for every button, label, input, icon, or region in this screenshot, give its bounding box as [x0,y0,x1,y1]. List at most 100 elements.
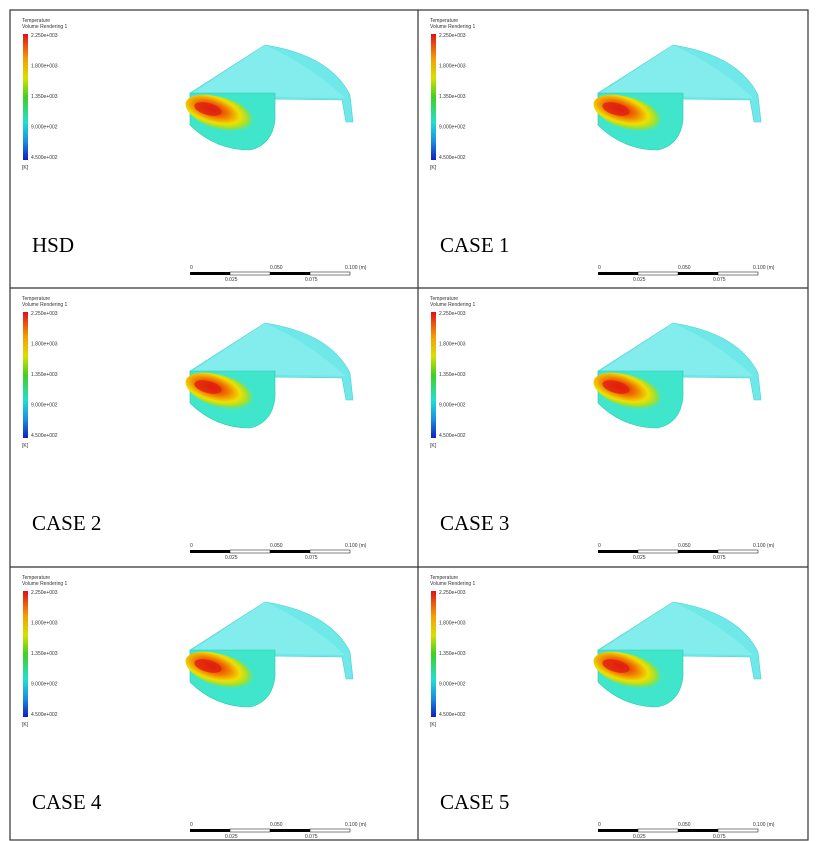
colorbar-tick-label: 9.000e+002 [31,682,58,688]
colorbar [23,312,28,438]
scale-sublabel: 0.025 [633,277,646,283]
scale-sublabel: 0.075 [305,277,318,283]
frame [10,10,808,840]
colorbar-tick-label: 2.250e+003 [439,33,466,39]
colorbar-tick-label: 4.500e+002 [439,433,466,439]
scale-label: 0 [598,543,601,549]
scale-segment [598,272,638,275]
scale-bar: 00.0500.100 (m)0.0250.075 [190,822,367,840]
scale-label: 0.100 (m) [753,265,775,271]
colorbar-tick-label: 4.500e+002 [31,712,58,718]
legend-subtitle: Volume Rendering 1 [430,581,476,587]
colorbar-tick-label: 9.000e+002 [439,682,466,688]
scale-label: 0 [598,822,601,828]
scale-segment [270,829,310,832]
colorbar-tick-label: 1.800e+003 [31,342,58,348]
scale-label: 0.050 [678,822,691,828]
scale-segment [310,272,350,275]
scale-label: 0.050 [270,265,283,271]
colorbar [23,34,28,160]
scale-sublabel: 0.025 [633,834,646,840]
colorbar-tick-label: 9.000e+002 [439,403,466,409]
scale-segment [310,829,350,832]
scale-label: 0.050 [678,265,691,271]
colorbar-tick-label: 2.250e+003 [31,33,58,39]
panel-label: CASE 5 [440,790,509,814]
scale-bar: 00.0500.100 (m)0.0250.075 [190,265,367,283]
colorbar-tick-label: 1.800e+003 [439,342,466,348]
scale-bar: 0 0.050 0.100 (m) 0.025 0.075 [598,543,775,561]
scale-label: 0.050 [270,822,283,828]
scale-segment [718,829,758,832]
scale-bar: 0 0.050 0.100 (m) 0.025 0.075 [598,265,775,283]
scale-bar: 00.0500.100 (m)0.0250.075 [190,543,367,561]
scale-segment [310,550,350,553]
colorbar-tick-label: 4.500e+002 [439,155,466,161]
colorbar-tick-label: 9.000e+002 [439,125,466,131]
scale-label: 0 [598,265,601,271]
scale-segment [598,829,638,832]
colorbar-tick-label: 2.250e+003 [31,590,58,596]
colorbar-tick-label: 1.350e+003 [439,372,466,378]
panel: TemperatureVolume Rendering 12.250e+0031… [22,296,367,561]
scale-label: 0 [190,543,193,549]
scale-sublabel: 0.025 [225,555,238,561]
colorbar-tick-label: 1.800e+003 [31,621,58,627]
scale-segment [678,829,718,832]
scale-label: 0 [190,822,193,828]
scale-label: 0.100 (m) [753,543,775,549]
scale-segment [230,272,270,275]
panel-label: HSD [32,233,74,257]
scale-segment [230,550,270,553]
scale-segment [230,829,270,832]
panel-label: CASE 4 [32,790,102,814]
scale-sublabel: 0.075 [305,834,318,840]
colorbar-tick-label: 2.250e+003 [31,311,58,317]
colorbar-tick-label: 4.500e+002 [31,155,58,161]
scale-segment [638,272,678,275]
colorbar-unit: [K] [430,722,437,728]
colorbar [23,591,28,717]
legend-subtitle: Volume Rendering 1 [22,581,68,587]
panel-label: CASE 1 [440,233,509,257]
colorbar-unit: [K] [22,165,29,171]
legend-subtitle: Volume Rendering 1 [430,24,476,30]
scale-segment [718,272,758,275]
scale-label: 0.100 (m) [345,265,367,271]
colorbar-tick-label: 1.350e+003 [439,651,466,657]
scale-segment [270,272,310,275]
colorbar-tick-label: 2.250e+003 [439,311,466,317]
colorbar-tick-label: 9.000e+002 [31,125,58,131]
scale-label: 0.050 [678,543,691,549]
colorbar-tick-label: 4.500e+002 [439,712,466,718]
legend-subtitle: Volume Rendering 1 [22,24,68,30]
legend-subtitle: Volume Rendering 1 [430,302,476,308]
colorbar-unit: [K] [22,443,29,449]
colorbar-tick-label: 1.800e+003 [439,621,466,627]
colorbar-unit: [K] [22,722,29,728]
colorbar-tick-label: 9.000e+002 [31,403,58,409]
scale-label: 0.050 [270,543,283,549]
scale-segment [190,272,230,275]
colorbar-tick-label: 4.500e+002 [31,433,58,439]
colorbar-tick-label: 1.350e+003 [31,372,58,378]
colorbar [431,34,436,160]
colorbar-unit: [K] [430,443,437,449]
scale-label: 0.100 (m) [345,543,367,549]
scale-sublabel: 0.025 [633,555,646,561]
panel: TemperatureVolume Rendering 12.250e+0031… [430,18,775,283]
figure: TemperatureVolume Rendering 12.250e+0031… [0,0,817,841]
colorbar [431,312,436,438]
scale-sublabel: 0.075 [713,555,726,561]
scale-sublabel: 0.075 [713,277,726,283]
scale-sublabel: 0.075 [713,834,726,840]
legend-subtitle: Volume Rendering 1 [22,302,68,308]
scale-segment [638,550,678,553]
scale-segment [190,829,230,832]
scale-sublabel: 0.025 [225,277,238,283]
